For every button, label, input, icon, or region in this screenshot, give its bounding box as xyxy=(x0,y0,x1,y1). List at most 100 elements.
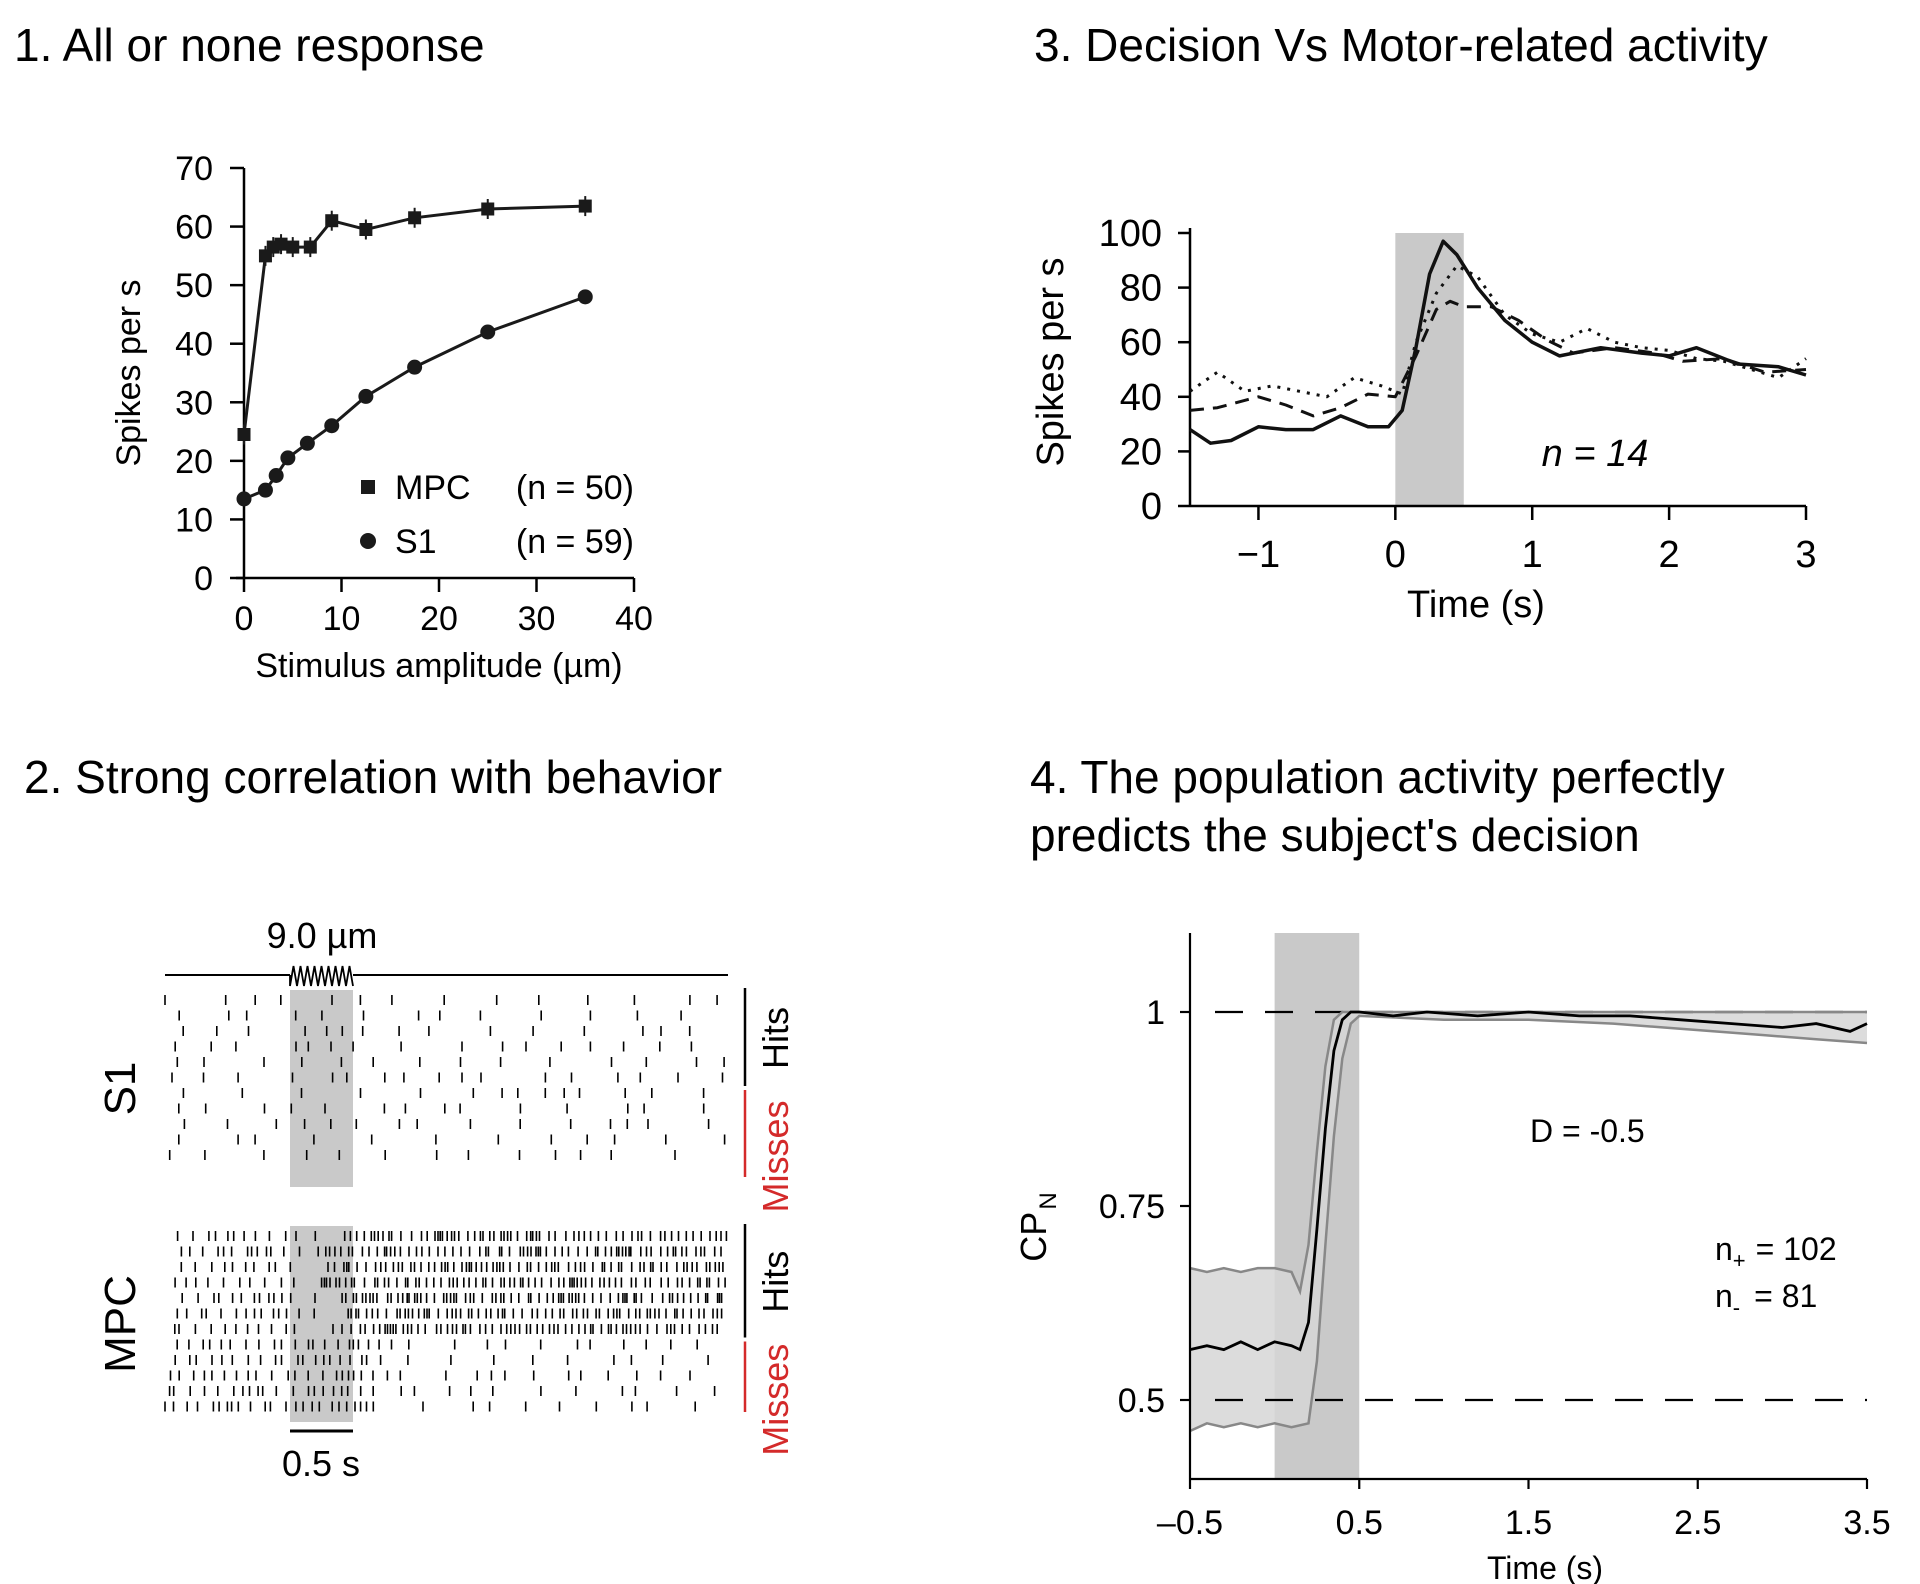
lower-band-line xyxy=(1189,1014,1868,1433)
x-tick-label: 3.5 xyxy=(1843,1504,1890,1542)
group-label-mpc: MPC xyxy=(96,1275,145,1373)
x-axis-label: Stimulus amplitude (µm) xyxy=(255,647,622,685)
y-tick-label: 20 xyxy=(175,443,213,481)
n-plus-annotation: n+ = 102 xyxy=(1715,1231,1837,1273)
data-point-mpc xyxy=(408,211,422,225)
y-tick-label: 30 xyxy=(175,384,213,422)
data-point-mpc xyxy=(303,240,317,254)
x-axis-label: Time (s) xyxy=(1487,1550,1603,1584)
x-tick-label: 20 xyxy=(420,600,458,638)
data-point-mpc xyxy=(274,237,288,251)
x-tick-label: 0.5 xyxy=(1336,1504,1383,1542)
misses-label: Misses xyxy=(755,1344,796,1456)
data-point-mpc xyxy=(359,223,373,236)
n-minus-annotation: n- = 81 xyxy=(1715,1278,1817,1320)
series-line-s1 xyxy=(243,295,586,501)
y-axis-label: Spikes per s xyxy=(1030,257,1072,466)
x-tick-label: 40 xyxy=(615,600,653,638)
stimulus-shade xyxy=(290,990,353,1187)
series-line-solid xyxy=(1189,239,1807,445)
hits-label: Hits xyxy=(755,1251,796,1313)
legend-marker-mpc xyxy=(361,480,375,494)
group-label-s1: S1 xyxy=(96,1062,145,1116)
y-tick-label: 60 xyxy=(175,209,213,247)
x-tick-label: −1 xyxy=(1237,534,1280,576)
panel-4-title: 4. The population activity perfectly pre… xyxy=(1030,751,1725,861)
y-tick-label: 0.75 xyxy=(1099,1188,1165,1226)
x-tick-label: 1 xyxy=(1522,534,1543,576)
confidence-band xyxy=(1190,1012,1867,1431)
series-line-mpc xyxy=(242,204,586,435)
x-tick-label: 30 xyxy=(518,600,556,638)
series-line-dashed xyxy=(1189,299,1807,418)
x-tick-label: 10 xyxy=(323,600,361,638)
misses-label: Misses xyxy=(755,1100,796,1212)
y-tick-label: 0 xyxy=(194,560,213,598)
x-tick-label: 1.5 xyxy=(1505,1504,1552,1542)
data-point-s1 xyxy=(236,491,252,507)
series-line-dotted xyxy=(1189,264,1807,399)
time-scale-label: 0.5 s xyxy=(282,1443,360,1484)
panel-3-title: 3. Decision Vs Motor-related activity xyxy=(1034,19,1768,71)
x-tick-label: 0 xyxy=(235,600,254,638)
legend-n-mpc: (n = 50) xyxy=(516,469,634,507)
mean-line xyxy=(1189,1010,1868,1352)
n-plus-value: = 102 xyxy=(1756,1231,1837,1267)
y-tick-label: 50 xyxy=(175,267,213,305)
chart-1-amplitude-response: 0 10 20 30 40 50 60 70 0 10 20 30 40 Stimulus amplitu… xyxy=(110,150,653,685)
d-annotation: D = -0.5 xyxy=(1530,1113,1645,1149)
legend-n-s1: (n = 59) xyxy=(516,523,634,561)
x-tick-label: 0 xyxy=(1385,534,1406,576)
data-point-s1 xyxy=(577,289,593,305)
y-axis-label: CPN xyxy=(1013,1192,1062,1261)
y-tick-label: 100 xyxy=(1099,213,1162,255)
n-plus-subscript: + xyxy=(1733,1248,1746,1273)
y-axis-label-subscript: N xyxy=(1035,1192,1062,1209)
y-tick-label: 10 xyxy=(175,501,213,539)
data-point-s1 xyxy=(480,324,496,340)
x-tick-label: 3 xyxy=(1795,534,1816,576)
hits-label: Hits xyxy=(755,1007,796,1069)
data-point-s1 xyxy=(407,359,423,375)
legend-label-s1: S1 xyxy=(395,523,437,561)
chart-2-raster: 9.0 µm Hits Misses S1 Hits Misses MPC 0.5 s xyxy=(96,915,796,1484)
upper-band-line xyxy=(1189,1010,1867,1296)
data-point-s1 xyxy=(280,450,296,466)
data-point-s1 xyxy=(268,468,284,483)
data-point-mpc xyxy=(237,428,251,441)
y-tick-label: 70 xyxy=(175,150,213,188)
panel-2-title: 2. Strong correlation with behavior xyxy=(24,751,723,803)
y-tick-label: 1 xyxy=(1146,994,1165,1032)
y-tick-label: 40 xyxy=(1120,377,1162,419)
y-tick-label: 0.5 xyxy=(1118,1382,1165,1420)
data-point-s1 xyxy=(257,482,273,498)
data-point-mpc xyxy=(578,199,592,213)
y-tick-label: 40 xyxy=(175,326,213,364)
x-tick-label: 2 xyxy=(1659,534,1680,576)
data-point-s1 xyxy=(358,388,374,404)
legend-marker-s1 xyxy=(360,533,376,549)
y-tick-label: 0 xyxy=(1141,486,1162,528)
x-tick-label: –0.5 xyxy=(1157,1504,1223,1542)
n-annotation: n = 14 xyxy=(1542,433,1649,475)
y-tick-label: 20 xyxy=(1120,431,1162,473)
y-tick-label: 80 xyxy=(1120,268,1162,310)
stimulus-vibration xyxy=(289,965,354,987)
data-point-s1 xyxy=(299,435,315,451)
panel-1-title: 1. All or none response xyxy=(14,19,485,71)
n-minus-subscript: - xyxy=(1733,1295,1740,1320)
legend-label-mpc: MPC xyxy=(395,469,471,507)
data-point-mpc xyxy=(481,202,495,216)
x-axis-label: Time (s) xyxy=(1407,584,1545,626)
x-tick-label: 2.5 xyxy=(1674,1504,1721,1542)
n-minus-value: = 81 xyxy=(1754,1278,1817,1314)
data-point-mpc xyxy=(325,214,339,228)
chart-4-choice-probability: 0.5 0.75 1 –0.5 0.5 1.5 2.5 3.5 Time (s) CPN D = -… xyxy=(1013,933,1891,1584)
y-axis-label: Spikes per s xyxy=(110,279,148,466)
data-point-mpc xyxy=(286,240,300,254)
stimulus-amplitude-label: 9.0 µm xyxy=(267,915,378,956)
chart-3-firing-rate: 0 20 40 60 80 100 −1 0 1 2 3 Time (s) Spikes per s n … xyxy=(1030,213,1817,626)
y-tick-label: 60 xyxy=(1120,322,1162,364)
data-point-s1 xyxy=(324,418,340,434)
